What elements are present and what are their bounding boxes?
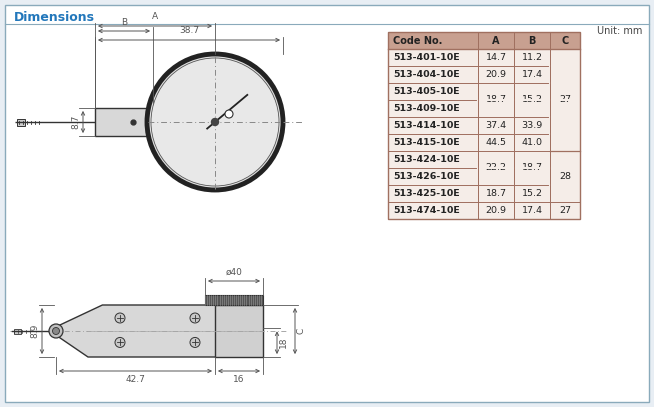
Text: A: A bbox=[152, 12, 158, 21]
Text: 38.7: 38.7 bbox=[179, 26, 199, 35]
Circle shape bbox=[115, 313, 125, 323]
Polygon shape bbox=[56, 305, 263, 357]
Text: 513-405-10E: 513-405-10E bbox=[393, 87, 460, 96]
Text: B: B bbox=[528, 35, 536, 46]
Text: 8.9: 8.9 bbox=[30, 324, 39, 338]
Text: 27: 27 bbox=[559, 96, 571, 105]
Text: 20.9: 20.9 bbox=[485, 206, 506, 215]
Circle shape bbox=[151, 58, 279, 186]
Circle shape bbox=[52, 328, 60, 335]
Bar bbox=[388, 185, 580, 202]
Text: 33.9: 33.9 bbox=[521, 121, 543, 130]
Text: Unit: mm: Unit: mm bbox=[596, 26, 642, 36]
Text: ø40: ø40 bbox=[226, 268, 243, 277]
Text: C: C bbox=[561, 35, 568, 46]
Text: Code No.: Code No. bbox=[393, 35, 442, 46]
Text: 513-401-10E: 513-401-10E bbox=[393, 53, 460, 62]
Text: 17.4: 17.4 bbox=[521, 206, 543, 215]
Text: 18.7: 18.7 bbox=[521, 164, 543, 173]
Text: 22.2: 22.2 bbox=[485, 164, 506, 173]
Text: 8.7: 8.7 bbox=[71, 115, 80, 129]
Bar bbox=[95, 108, 167, 136]
Text: C: C bbox=[297, 328, 306, 334]
Circle shape bbox=[147, 54, 283, 190]
Text: 513-474-10E: 513-474-10E bbox=[393, 206, 460, 215]
Bar bbox=[388, 117, 580, 134]
Text: B: B bbox=[121, 18, 127, 27]
Circle shape bbox=[49, 324, 63, 338]
Text: 513-404-10E: 513-404-10E bbox=[393, 70, 460, 79]
Text: A: A bbox=[492, 35, 500, 46]
Bar bbox=[388, 134, 580, 151]
Bar bbox=[17, 118, 25, 125]
Text: 513-426-10E: 513-426-10E bbox=[393, 172, 460, 181]
Text: 41.0: 41.0 bbox=[521, 138, 543, 147]
Text: 15.2: 15.2 bbox=[521, 189, 543, 198]
Circle shape bbox=[225, 110, 233, 118]
Text: 16: 16 bbox=[233, 375, 245, 384]
Text: 513-414-10E: 513-414-10E bbox=[393, 121, 460, 130]
Bar bbox=[388, 168, 580, 185]
Bar bbox=[388, 66, 580, 83]
Bar bbox=[388, 32, 580, 219]
Text: 28: 28 bbox=[559, 172, 571, 181]
Circle shape bbox=[211, 118, 218, 125]
Text: Dimensions: Dimensions bbox=[14, 11, 95, 24]
Bar bbox=[14, 328, 21, 333]
Bar bbox=[388, 49, 580, 66]
Circle shape bbox=[190, 313, 200, 323]
Text: 11.2: 11.2 bbox=[521, 53, 543, 62]
Text: 20.9: 20.9 bbox=[485, 70, 506, 79]
Bar bbox=[388, 151, 580, 168]
Text: 18.7: 18.7 bbox=[485, 189, 506, 198]
Bar bbox=[205, 295, 263, 305]
Bar bbox=[153, 112, 167, 132]
Text: 27: 27 bbox=[559, 206, 571, 215]
Text: 44.5: 44.5 bbox=[485, 138, 506, 147]
Text: 42.7: 42.7 bbox=[126, 375, 145, 384]
Text: 513-424-10E: 513-424-10E bbox=[393, 155, 460, 164]
Text: 18.7: 18.7 bbox=[485, 96, 506, 105]
Text: 513-409-10E: 513-409-10E bbox=[393, 104, 460, 113]
Text: 18: 18 bbox=[279, 337, 288, 348]
Bar bbox=[388, 83, 580, 100]
Bar bbox=[388, 100, 580, 117]
Text: 513-415-10E: 513-415-10E bbox=[393, 138, 460, 147]
Bar bbox=[215, 305, 263, 357]
Text: 14.7: 14.7 bbox=[485, 53, 506, 62]
Text: 513-425-10E: 513-425-10E bbox=[393, 189, 460, 198]
Text: 37.4: 37.4 bbox=[485, 121, 507, 130]
Circle shape bbox=[115, 337, 125, 348]
Bar bbox=[388, 32, 580, 49]
Text: 17.4: 17.4 bbox=[521, 70, 543, 79]
Circle shape bbox=[190, 337, 200, 348]
Text: 15.2: 15.2 bbox=[521, 96, 543, 105]
Bar bbox=[388, 202, 580, 219]
Bar bbox=[167, 117, 177, 127]
